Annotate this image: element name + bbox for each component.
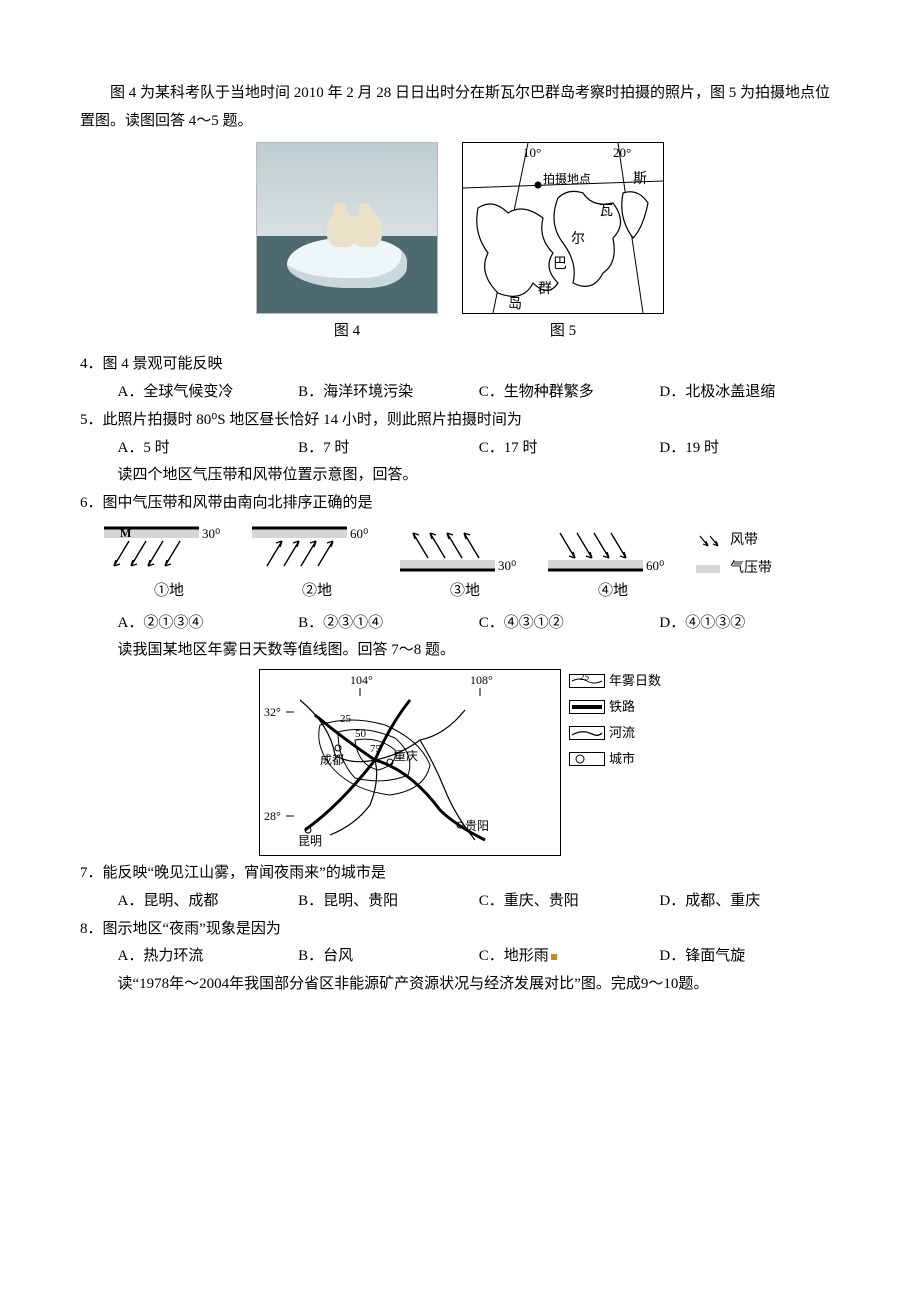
q6-opt-b: B．②③①④ <box>298 610 479 638</box>
belts-legend: 风带 气压带 <box>696 526 772 582</box>
fog-map-figure: 104° 108° 32° 28° 25 50 75 成都 <box>80 669 840 856</box>
svg-text:60⁰: 60⁰ <box>350 526 368 541</box>
svg-text:巴: 巴 <box>553 257 567 272</box>
q7-opt-b: B．昆明、贵阳 <box>298 888 479 916</box>
svg-text:32°: 32° <box>264 705 281 719</box>
svg-text:25: 25 <box>340 713 352 725</box>
q8-opt-d: D．锋面气旋 <box>659 943 840 971</box>
svalbard-map: 10° 20° 拍摄地点 斯 瓦 尔 巴 群 岛 <box>462 142 664 314</box>
svg-text:昆明: 昆明 <box>298 834 322 848</box>
svg-text:重庆: 重庆 <box>394 749 418 763</box>
photo-location-label: 拍摄地点 <box>543 171 591 186</box>
intro-q9-10: 读“1978年～2004年我国部分省区非能源矿产资源状况与经济发展对比”图。完成… <box>80 971 840 999</box>
q5-opt-b: B．7 时 <box>298 435 479 463</box>
figure-4: 图 4 <box>256 142 438 346</box>
fog-map-legend: 25年雾日数 铁路 河流 城市 <box>561 669 661 856</box>
svg-text:60⁰: 60⁰ <box>646 558 664 573</box>
question-8-options: A．热力环流 B．台风 C．地形雨 D．锋面气旋 <box>80 943 840 971</box>
svg-text:岛: 岛 <box>508 296 522 312</box>
q7-opt-d: D．成都、重庆 <box>659 888 840 916</box>
svg-text:108°: 108° <box>470 673 493 687</box>
svg-text:贵阳: 贵阳 <box>465 819 489 833</box>
question-5: 5．此照片拍摄时 80⁰S 地区昼长恰好 14 小时，则此照片拍摄时间为 <box>80 407 840 435</box>
svg-text:斯: 斯 <box>633 171 647 187</box>
figure-5-caption: 图 5 <box>550 318 576 346</box>
question-8: 8．图示地区“夜雨”现象是因为 <box>80 916 840 944</box>
figure-4-5-row: 图 4 10° 20° 拍摄地点 斯 瓦 尔 巴 群 岛 图 <box>80 142 840 346</box>
svg-text:28°: 28° <box>264 809 281 823</box>
question-7: 7．能反映“晚见江山雾，宵闻夜雨来”的城市是 <box>80 860 840 888</box>
fog-map: 104° 108° 32° 28° 25 50 75 成都 <box>259 669 561 856</box>
q8-opt-b: B．台风 <box>298 943 479 971</box>
q4-opt-b: B．海洋环境污染 <box>298 379 479 407</box>
q7-opt-c: C．重庆、贵阳 <box>479 888 660 916</box>
belt-3: 30⁰ ③地 <box>400 526 530 606</box>
svg-text:成都: 成都 <box>320 753 344 767</box>
photo-location-dot <box>535 181 542 188</box>
figure-4-caption: 图 4 <box>334 318 360 346</box>
belt-2: 60⁰ ②地 <box>252 526 382 606</box>
q8-opt-c: C．地形雨 <box>479 943 660 971</box>
q6-opt-d: D．④①③② <box>659 610 840 638</box>
q6-opt-a: A．②①③④ <box>118 610 299 638</box>
q6-opt-c: C．④③①② <box>479 610 660 638</box>
q4-opt-c: C．生物种群繁多 <box>479 379 660 407</box>
question-4: 4．图 4 景观可能反映 <box>80 351 840 379</box>
pressure-belt-diagrams: 30⁰ M ①地 60⁰ ②地 <box>80 518 840 610</box>
meridian-10: 10° <box>523 145 541 160</box>
svg-text:群: 群 <box>538 281 552 297</box>
svg-text:104°: 104° <box>350 673 373 687</box>
figure-5: 10° 20° 拍摄地点 斯 瓦 尔 巴 群 岛 图 5 <box>462 142 664 346</box>
q4-opt-d: D．北极冰盖退缩 <box>659 379 840 407</box>
q5-opt-d: D．19 时 <box>659 435 840 463</box>
polar-bear-photo <box>256 142 438 314</box>
svg-text:50: 50 <box>355 728 367 740</box>
svg-text:瓦: 瓦 <box>599 204 613 219</box>
q4-opt-a: A．全球气候变冷 <box>118 379 299 407</box>
svg-text:30⁰: 30⁰ <box>498 558 516 573</box>
question-5-options: A．5 时 B．7 时 C．17 时 D．19 时 <box>80 435 840 463</box>
meridian-20: 20° <box>613 145 631 160</box>
q7-opt-a: A．昆明、成都 <box>118 888 299 916</box>
svg-text:30⁰: 30⁰ <box>202 526 220 541</box>
svg-text:尔: 尔 <box>571 231 585 247</box>
svg-text:M: M <box>120 526 131 540</box>
belt-1: 30⁰ M ①地 <box>104 526 234 606</box>
question-4-options: A．全球气候变冷 B．海洋环境污染 C．生物种群繁多 D．北极冰盖退缩 <box>80 379 840 407</box>
svg-text:75: 75 <box>370 743 382 755</box>
question-6-options: A．②①③④ B．②③①④ C．④③①② D．④①③② <box>80 610 840 638</box>
q5-opt-c: C．17 时 <box>479 435 660 463</box>
question-6: 6．图中气压带和风带由南向北排序正确的是 <box>80 490 840 518</box>
q5-opt-a: A．5 时 <box>118 435 299 463</box>
q8-opt-a: A．热力环流 <box>118 943 299 971</box>
orange-dot-icon <box>551 954 557 960</box>
svg-text:25: 25 <box>580 674 590 682</box>
question-7-options: A．昆明、成都 B．昆明、贵阳 C．重庆、贵阳 D．成都、重庆 <box>80 888 840 916</box>
intro-q4-5: 图 4 为某科考队于当地时间 2010 年 2 月 28 日日出时分在斯瓦尔巴群… <box>80 80 840 136</box>
intro-fog: 读我国某地区年雾日天数等值线图。回答 7～8 题。 <box>80 637 840 665</box>
intro-belts: 读四个地区气压带和风带位置示意图，回答。 <box>80 462 840 490</box>
belt-4: 60⁰ ④地 <box>548 526 678 606</box>
